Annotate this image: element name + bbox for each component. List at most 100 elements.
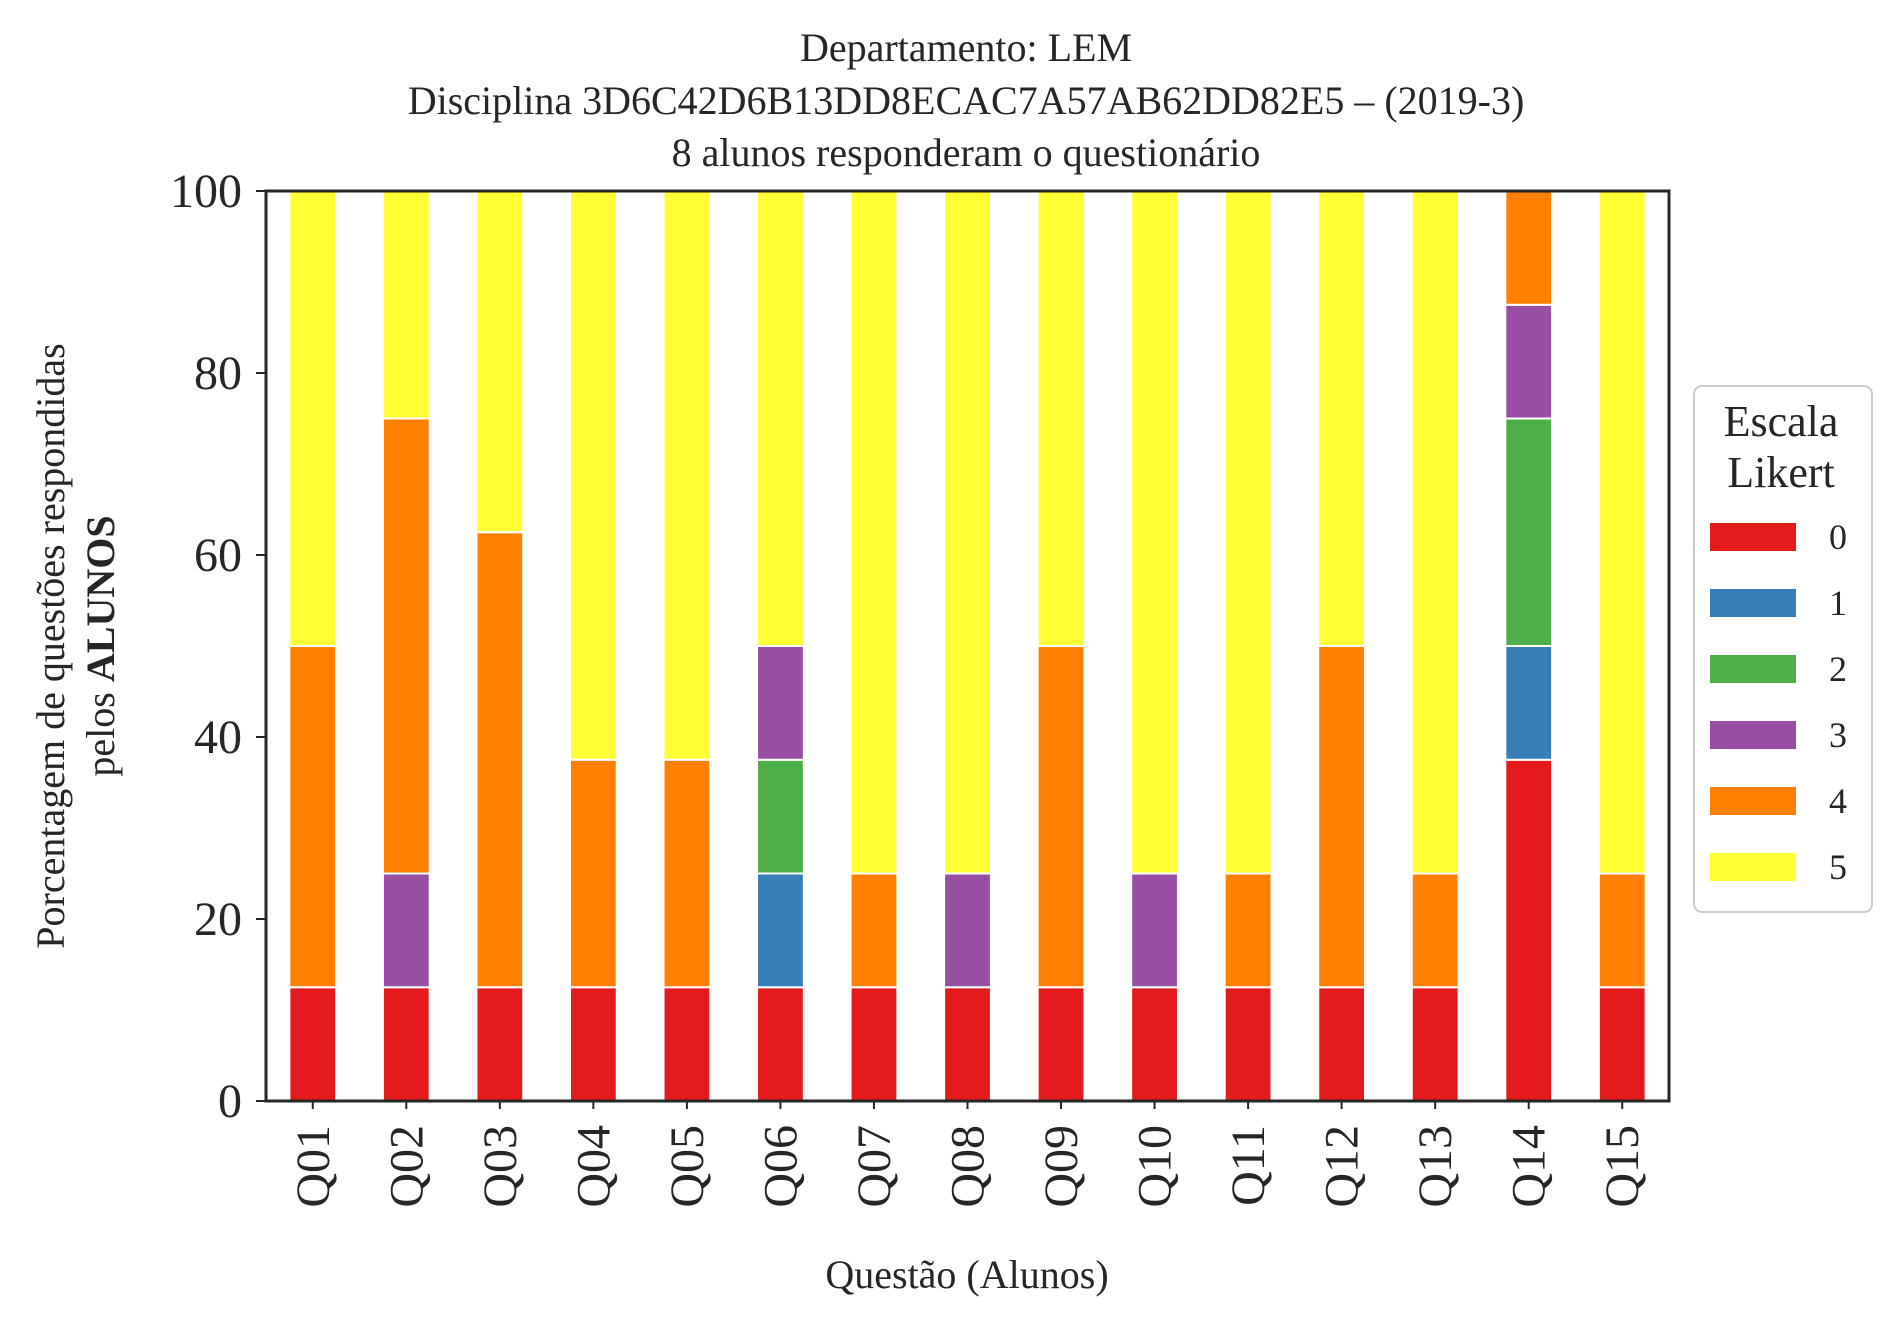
bar-segment-q12-level-4 — [1317, 645, 1367, 989]
bar-segment-q14-level-0 — [1504, 758, 1554, 1102]
y-tick-label: 100 — [170, 165, 242, 218]
x-tick-label: Q14 — [1503, 1125, 1556, 1208]
bar-segment-q05-level-5 — [662, 190, 712, 761]
x-tick-label: Q03 — [474, 1125, 527, 1208]
y-tick-label: 40 — [194, 711, 242, 764]
bar-segment-q14-level-3 — [1504, 303, 1554, 420]
bar-segment-q04-level-4 — [568, 758, 618, 989]
legend-label-3: 3 — [1829, 715, 1847, 755]
bar-segment-q08-level-0 — [943, 986, 992, 1102]
bar-segment-q11-level-4 — [1223, 872, 1273, 989]
bar-segment-q11-level-5 — [1223, 190, 1273, 875]
legend-title-line-1: Escala — [1724, 397, 1839, 446]
x-axis-label: Questão (Alunos) — [825, 1252, 1108, 1297]
bar-segment-q02-level-3 — [381, 872, 431, 989]
legend: Escala Likert 0 1 2 3 4 5 — [1693, 385, 1873, 913]
y-axis-label-prefix: pelos — [78, 682, 123, 776]
x-tick-label: Q13 — [1409, 1125, 1462, 1208]
bar-segment-q06-level-5 — [756, 190, 805, 647]
bar-segment-q13-level-0 — [1410, 986, 1460, 1102]
x-tick-label: Q15 — [1596, 1125, 1649, 1208]
legend-label-2: 2 — [1829, 649, 1847, 689]
x-tick-label: Q02 — [380, 1125, 433, 1208]
x-tick-label: Q01 — [287, 1125, 340, 1208]
bar-segment-q06-level-0 — [756, 986, 805, 1102]
x-axis-ticks: Q01 Q02 Q03 Q04 Q05 Q06 Q07 Q08 Q09 Q10 Q11 Q12 Q13 Q… — [287, 1101, 1649, 1208]
bar-segment-q05-level-4 — [662, 758, 712, 989]
bar-segment-q03-level-0 — [475, 986, 525, 1102]
bar-segment-q07-level-5 — [849, 190, 899, 875]
bar-segment-q07-level-4 — [849, 872, 899, 989]
bar-segment-q01-level-0 — [288, 986, 338, 1102]
bar-segment-q09-level-4 — [1036, 645, 1086, 989]
x-tick-label: Q04 — [567, 1125, 620, 1208]
x-tick-label: Q11 — [1222, 1125, 1275, 1206]
bar-segment-q08-level-3 — [943, 872, 992, 989]
y-axis-label: Porcentagem de questões respondidas pelo… — [28, 343, 123, 948]
bar-segment-q15-level-4 — [1597, 872, 1647, 989]
bar-segment-q09-level-0 — [1036, 986, 1086, 1102]
bar-segment-q02-level-4 — [381, 417, 431, 875]
legend-label-1: 1 — [1829, 583, 1847, 623]
legend-label-5: 5 — [1829, 847, 1847, 887]
legend-swatch-0 — [1710, 523, 1796, 551]
bar-segment-q14-level-1 — [1504, 645, 1554, 761]
bar-segment-q04-level-0 — [568, 986, 618, 1102]
x-tick-label: Q07 — [848, 1125, 901, 1208]
x-tick-label: Q12 — [1316, 1125, 1369, 1208]
legend-title-line-2: Likert — [1727, 448, 1835, 497]
plot-frame — [264, 189, 1671, 1103]
legend-swatch-3 — [1710, 721, 1796, 749]
bar-segment-q13-level-5 — [1410, 190, 1460, 875]
bar-segment-q13-level-4 — [1410, 872, 1460, 989]
x-tick-label: Q05 — [661, 1125, 714, 1208]
bar-segment-q10-level-3 — [1130, 872, 1179, 989]
x-tick-label: Q10 — [1129, 1125, 1182, 1208]
bar-segment-q03-level-4 — [475, 531, 525, 989]
bar-segment-q15-level-0 — [1597, 986, 1647, 1102]
bar-segment-q11-level-0 — [1223, 986, 1273, 1102]
y-axis-label-line-1: Porcentagem de questões respondidas — [28, 343, 73, 948]
bar-segment-q07-level-0 — [849, 986, 899, 1102]
y-tick-label: 60 — [194, 529, 242, 582]
bar-segment-q10-level-5 — [1130, 190, 1179, 875]
chart-title: Departamento: LEM Disciplina 3D6C42D6B13… — [408, 25, 1525, 175]
x-tick-label: Q08 — [942, 1125, 995, 1208]
legend-label-0: 0 — [1829, 517, 1847, 557]
bar-segment-q10-level-0 — [1130, 986, 1179, 1102]
bar-segment-q12-level-5 — [1317, 190, 1367, 647]
bar-segment-q06-level-2 — [756, 758, 805, 875]
y-axis-label-bold: ALUNOS — [78, 515, 123, 682]
bar-segment-q06-level-3 — [756, 645, 805, 761]
y-axis-label-line-2: pelos ALUNOS — [78, 515, 123, 776]
bar-segment-q04-level-5 — [568, 190, 618, 761]
legend-swatch-2 — [1710, 655, 1796, 683]
bar-segment-q03-level-5 — [475, 190, 525, 534]
x-tick-label: Q09 — [1035, 1125, 1088, 1208]
y-tick-label: 0 — [218, 1075, 242, 1128]
legend-swatch-1 — [1710, 589, 1796, 617]
bar-segment-q14-level-4 — [1504, 190, 1554, 306]
y-axis-ticks: 0 20 40 60 80 100 — [170, 165, 266, 1128]
x-tick-label: Q06 — [754, 1125, 807, 1208]
bar-segment-q01-level-4 — [288, 645, 338, 989]
bar-segment-q02-level-5 — [381, 190, 431, 420]
y-tick-label: 20 — [194, 893, 242, 946]
bar-segment-q12-level-0 — [1317, 986, 1367, 1102]
legend-swatch-5 — [1710, 853, 1796, 881]
legend-swatch-4 — [1710, 787, 1796, 815]
legend-label-4: 4 — [1829, 781, 1847, 821]
legend-items: 0 1 2 3 4 5 — [1710, 517, 1847, 887]
title-line-3: 8 alunos responderam o questionário — [672, 130, 1261, 175]
bars-layer — [288, 190, 1647, 1102]
bar-segment-q02-level-0 — [381, 986, 431, 1102]
bar-segment-q08-level-5 — [943, 190, 992, 875]
legend-box — [1693, 385, 1873, 913]
title-line-2: Disciplina 3D6C42D6B13DD8ECAC7A57AB62DD8… — [408, 78, 1525, 123]
bar-segment-q15-level-5 — [1597, 190, 1647, 875]
y-tick-label: 80 — [194, 347, 242, 400]
title-line-1: Departamento: LEM — [800, 25, 1132, 70]
bar-segment-q01-level-5 — [288, 190, 338, 647]
bar-segment-q14-level-2 — [1504, 417, 1554, 647]
